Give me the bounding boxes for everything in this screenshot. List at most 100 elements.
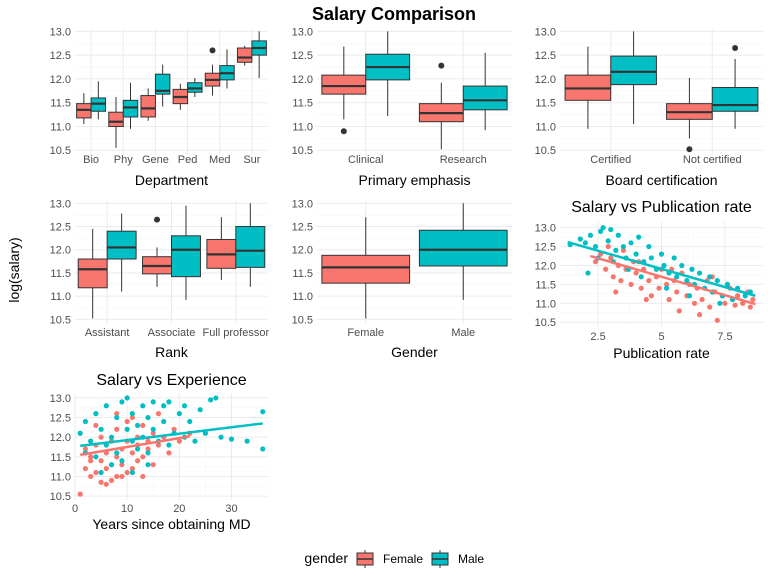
x-axis-label: Department bbox=[135, 172, 208, 188]
data-point bbox=[114, 414, 120, 421]
y-tick-label: 13.0 bbox=[292, 198, 313, 210]
y-tick-label: 12.5 bbox=[50, 50, 71, 62]
data-point bbox=[608, 226, 614, 233]
y-tick-label: 11.0 bbox=[535, 121, 556, 133]
boxes bbox=[321, 203, 508, 319]
box-male-research bbox=[462, 52, 508, 131]
outlier-point bbox=[209, 47, 216, 54]
panel-title: Salary vs Publication rate bbox=[571, 199, 752, 216]
data-point bbox=[82, 446, 89, 452]
figure-title: Salary Comparison bbox=[312, 4, 476, 24]
x-tick-label: 30 bbox=[225, 503, 237, 515]
data-point bbox=[140, 473, 146, 480]
data-point bbox=[228, 436, 235, 442]
fit-line-male bbox=[567, 240, 756, 297]
data-point bbox=[93, 422, 99, 429]
x-axis-label: Years since obtaining MD bbox=[92, 516, 250, 532]
legend-item-female: Female bbox=[356, 550, 423, 568]
y-tick-label: 10.5 bbox=[535, 145, 556, 157]
legend-title: gender bbox=[304, 550, 348, 566]
panel-3: 10.5 11.0 11.5 12.0 12.5 13.0 Assistant Associa… bbox=[50, 198, 270, 360]
x-axis-label: Gender bbox=[391, 344, 438, 360]
y-tick-label: 10.5 bbox=[50, 145, 71, 157]
data-point bbox=[696, 270, 703, 276]
y-tick-label: 10.5 bbox=[292, 145, 313, 157]
y-tick-label: 12.5 bbox=[50, 222, 71, 234]
data-point bbox=[717, 300, 723, 306]
x-tick-label: 7.5 bbox=[717, 331, 732, 343]
panel-6: 10.5 11.0 11.5 12.0 12.5 13.0 0 10 20 30 Salary vs… bbox=[50, 372, 268, 532]
box-female-bio bbox=[76, 93, 92, 125]
box-female-associate bbox=[142, 216, 173, 287]
data-point bbox=[676, 308, 682, 314]
data-point bbox=[77, 491, 83, 497]
y-tick-label: 13.0 bbox=[292, 26, 313, 38]
data-point bbox=[684, 278, 690, 284]
data-point bbox=[691, 300, 698, 306]
box-body bbox=[321, 254, 411, 284]
data-point bbox=[166, 450, 172, 456]
data-point bbox=[129, 450, 135, 456]
data-point bbox=[161, 418, 167, 425]
fit-line-female bbox=[590, 254, 756, 306]
y-tick-label: 12.5 bbox=[292, 222, 313, 234]
data-point bbox=[88, 458, 94, 464]
box-body bbox=[106, 230, 137, 260]
y-tick-label: 11.5 bbox=[50, 268, 71, 280]
data-point bbox=[620, 247, 627, 253]
box-body bbox=[321, 74, 367, 95]
data-point bbox=[585, 270, 591, 276]
data-point bbox=[618, 278, 624, 284]
data-point bbox=[696, 312, 703, 318]
outlier-point bbox=[154, 216, 161, 223]
data-point bbox=[608, 255, 614, 261]
data-point bbox=[633, 251, 639, 257]
data-point bbox=[103, 481, 109, 487]
data-point bbox=[114, 450, 120, 456]
data-point bbox=[689, 266, 695, 272]
y-tick-label: 11.5 bbox=[535, 98, 556, 110]
y-tick-label: 12.5 bbox=[292, 50, 313, 62]
y-tick-label: 12.0 bbox=[535, 260, 556, 272]
boxes bbox=[564, 31, 759, 153]
data-point bbox=[735, 293, 741, 299]
data-point bbox=[114, 473, 120, 480]
data-point bbox=[187, 418, 193, 425]
data-point bbox=[577, 236, 583, 242]
boxes bbox=[77, 203, 266, 319]
x-tick-label: Certified bbox=[590, 154, 631, 166]
data-point bbox=[592, 259, 599, 265]
data-point bbox=[155, 411, 162, 417]
box-female-certified bbox=[564, 46, 612, 129]
box-male-not-certified bbox=[711, 45, 759, 129]
y-tick-label: 12.0 bbox=[50, 245, 71, 257]
legend-label: Female bbox=[383, 552, 423, 566]
data-point bbox=[114, 454, 120, 460]
data-point bbox=[176, 438, 182, 444]
data-point bbox=[587, 232, 594, 238]
fit-line-female bbox=[80, 435, 190, 457]
data-point bbox=[208, 397, 214, 403]
data-point bbox=[129, 411, 135, 417]
box-female-female bbox=[321, 217, 411, 319]
legend-label: Male bbox=[458, 552, 484, 566]
box-female-not-certified bbox=[666, 77, 713, 153]
data-point bbox=[638, 285, 644, 291]
data-point bbox=[663, 281, 670, 287]
legend: gender Female Male bbox=[304, 550, 484, 568]
y-tick-label: 11.5 bbox=[535, 279, 556, 291]
panel-0: 10.5 11.0 11.5 12.0 12.5 13.0 Bio Phy Gene Ped Med… bbox=[50, 26, 268, 188]
data-point bbox=[679, 262, 685, 269]
x-tick-label: Male bbox=[451, 327, 475, 339]
data-point bbox=[150, 399, 156, 405]
box-body bbox=[610, 55, 657, 86]
box-body bbox=[122, 99, 139, 118]
box-male-certified bbox=[610, 31, 657, 125]
data-point bbox=[613, 247, 619, 253]
data-point bbox=[166, 399, 172, 405]
x-tick-label: 2.5 bbox=[590, 331, 605, 343]
data-point bbox=[648, 255, 654, 261]
data-point bbox=[628, 240, 634, 246]
data-point bbox=[140, 422, 146, 429]
data-point bbox=[202, 430, 209, 436]
